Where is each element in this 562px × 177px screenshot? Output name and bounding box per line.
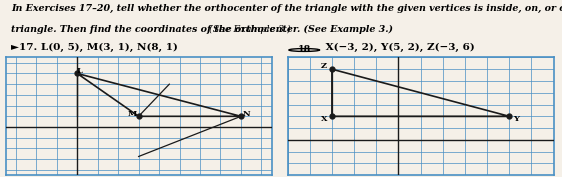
Text: 18: 18: [298, 45, 311, 55]
Text: triangle. Then find the coordinates of the orthocenter. (See Example 3.): triangle. Then find the coordinates of t…: [11, 25, 393, 34]
Text: Z: Z: [321, 62, 327, 70]
Text: X: X: [321, 115, 328, 123]
Text: N: N: [242, 110, 250, 118]
Text: ►17. L(0, 5), M(3, 1), N(8, 1): ►17. L(0, 5), M(3, 1), N(8, 1): [11, 42, 178, 52]
Text: (See Example 3.): (See Example 3.): [206, 25, 291, 34]
Text: M: M: [128, 110, 137, 118]
Text: Y: Y: [513, 115, 519, 123]
Text: In Exercises 17–20, tell whether the orthocenter of the triangle with the given : In Exercises 17–20, tell whether the ort…: [11, 4, 562, 13]
Text: L: L: [76, 67, 82, 75]
Text: X(−3, 2), Y(5, 2), Z(−3, 6): X(−3, 2), Y(5, 2), Z(−3, 6): [322, 42, 474, 52]
